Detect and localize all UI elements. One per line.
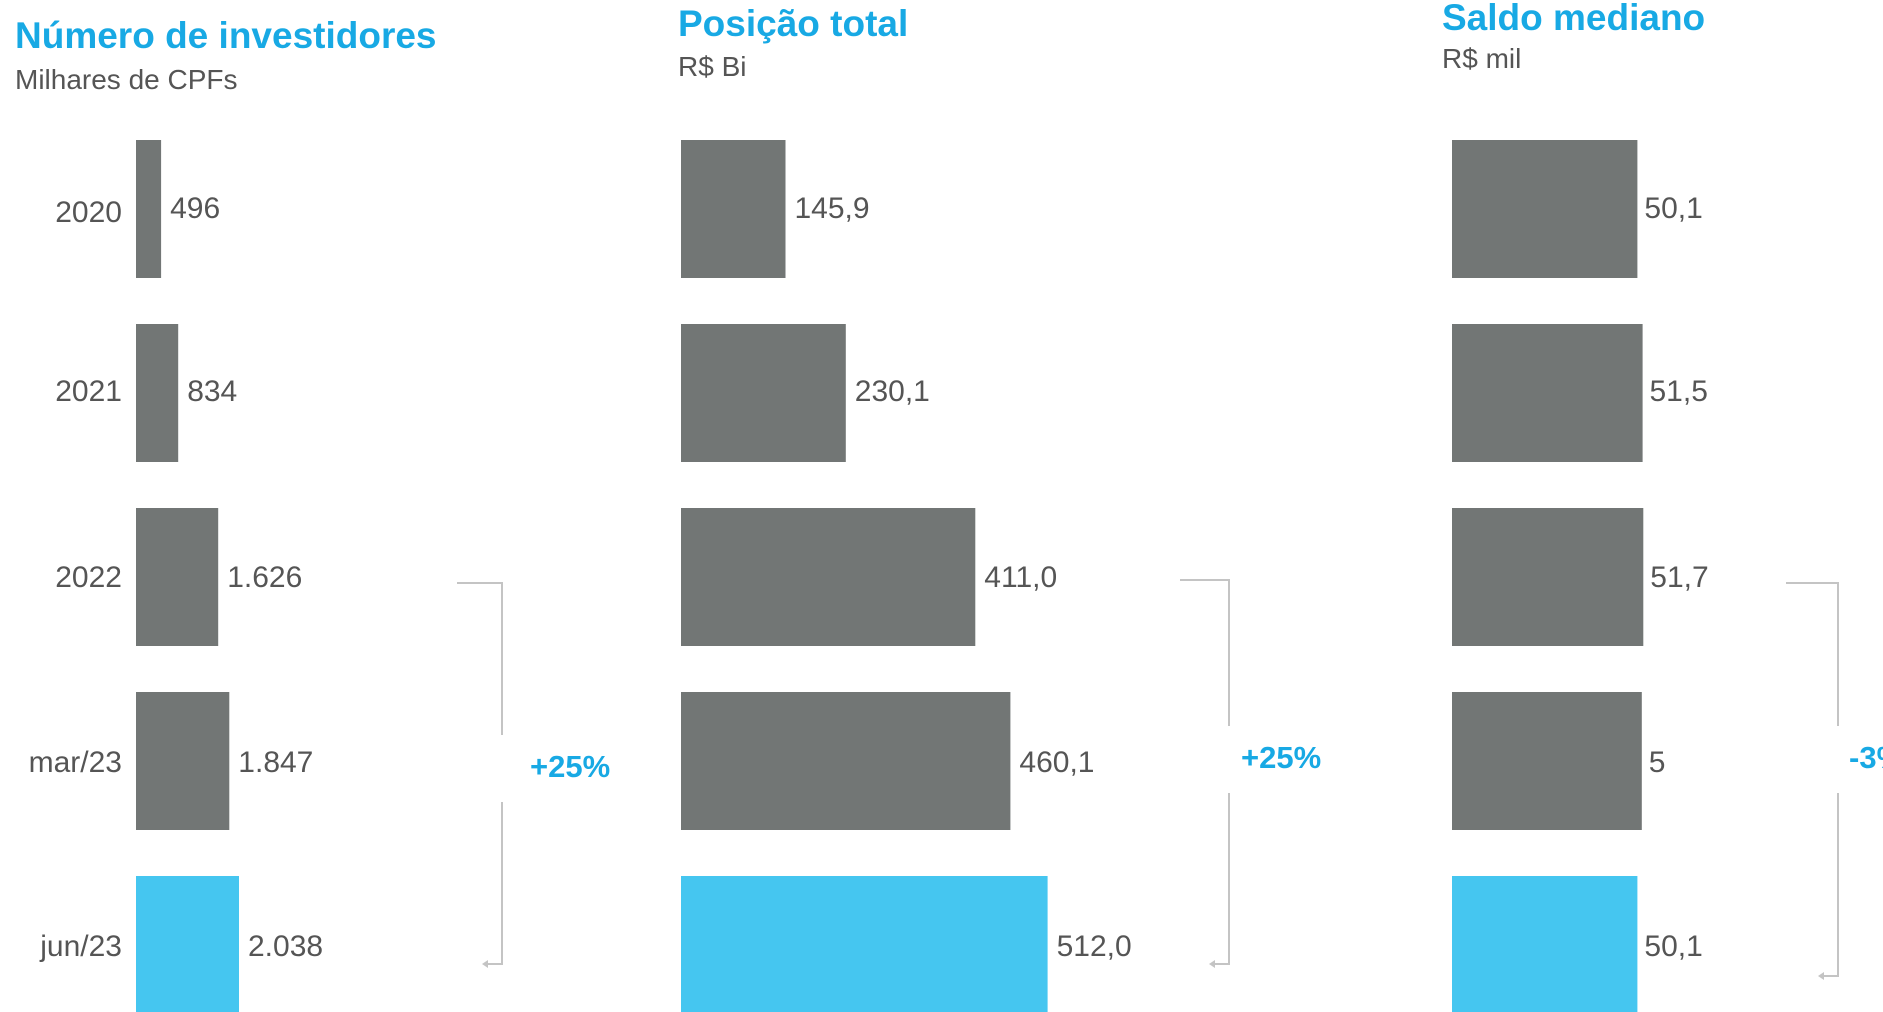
bar [136, 508, 219, 646]
growth-label: +25% [1241, 740, 1321, 775]
data-label: 5 [1649, 746, 1666, 779]
data-label: 411,0 [984, 561, 1057, 594]
bar [681, 508, 976, 646]
bar [1452, 324, 1643, 462]
chart-title: Posição total [678, 3, 908, 44]
bar [136, 140, 162, 278]
bar [1452, 876, 1638, 1012]
category-label: mar/23 [29, 746, 122, 779]
data-label: 1.847 [238, 746, 313, 779]
growth-bracket [1786, 582, 1839, 977]
bracket-arrowhead [1818, 972, 1824, 980]
bar [681, 876, 1048, 1012]
data-label: 51,7 [1650, 561, 1708, 594]
category-label: 2020 [55, 196, 122, 229]
bar [681, 692, 1011, 830]
chart-subtitle: Milhares de CPFs [15, 64, 238, 95]
chart-subtitle: R$ Bi [678, 51, 746, 82]
category-label: jun/23 [39, 930, 122, 963]
data-label: 230,1 [855, 375, 930, 408]
growth-label: +25% [530, 749, 610, 784]
chart-title: Número de investidores [15, 15, 437, 56]
data-label: 2.038 [248, 930, 323, 963]
data-label: 50,1 [1644, 930, 1702, 963]
growth-bracket [1180, 579, 1230, 965]
category-label: 2021 [55, 375, 122, 408]
data-label: 50,1 [1644, 192, 1702, 225]
data-label: 834 [187, 375, 237, 408]
bar [1452, 140, 1638, 278]
data-label: 1.626 [227, 561, 302, 594]
bar [681, 140, 786, 278]
data-label: 51,5 [1650, 375, 1708, 408]
bar [136, 692, 230, 830]
category-label: 2022 [55, 561, 122, 594]
chart-title: Saldo mediano [1442, 0, 1705, 38]
growth-bracket [457, 582, 503, 965]
bar [681, 324, 846, 462]
bracket-arrowhead [482, 960, 488, 968]
growth-label: -3% [1849, 740, 1883, 775]
data-label: 145,9 [795, 192, 870, 225]
bar [136, 876, 239, 1012]
data-label: 496 [170, 192, 220, 225]
data-label: 460,1 [1019, 746, 1094, 779]
chart-subtitle: R$ mil [1442, 43, 1521, 74]
bar [1452, 692, 1642, 830]
data-label: 512,0 [1057, 930, 1132, 963]
bracket-arrowhead [1209, 960, 1215, 968]
bar [136, 324, 179, 462]
bar [1452, 508, 1644, 646]
